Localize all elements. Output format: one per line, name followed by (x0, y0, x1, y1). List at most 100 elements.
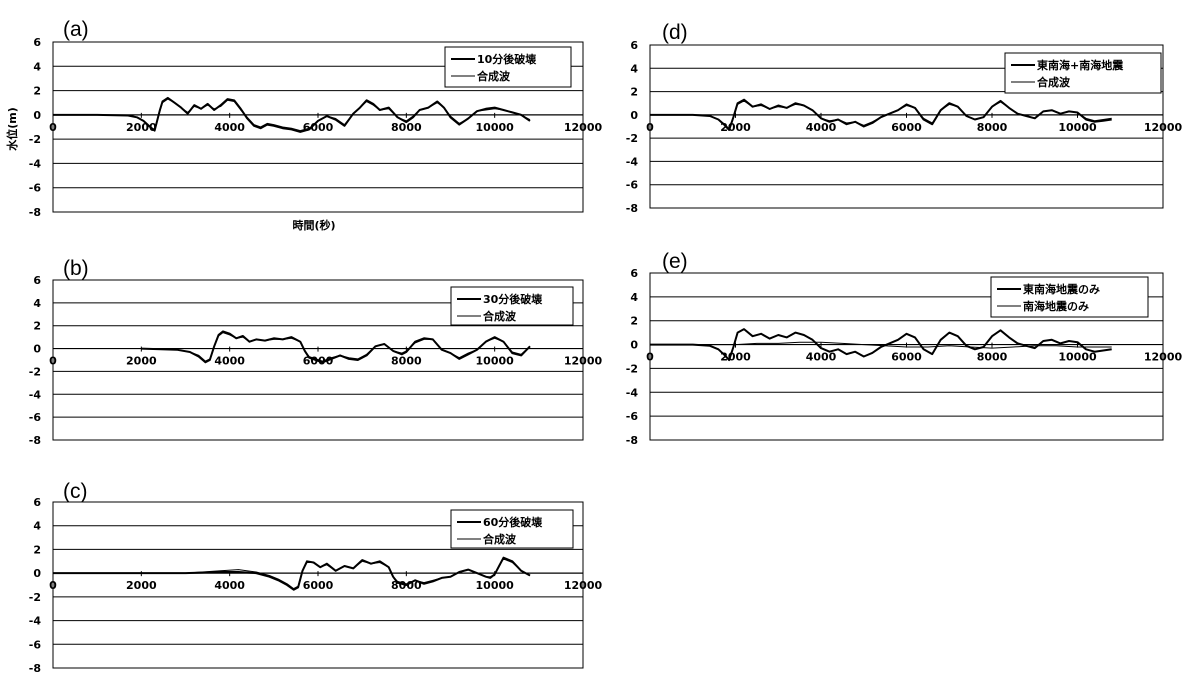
series-line-2 (53, 98, 531, 132)
y-tick-label: -4 (29, 615, 42, 628)
y-tick-label: -6 (29, 411, 42, 424)
legend-label: 10分後破壊 (477, 52, 537, 66)
y-tick-label: 4 (33, 520, 41, 533)
plot-frame (52, 501, 584, 669)
legend-label: 合成波 (483, 309, 517, 323)
y-tick-label: 0 (630, 109, 638, 122)
legend-box (990, 276, 1149, 318)
y-tick-label: 6 (630, 39, 638, 52)
x-tick-label: 0 (49, 121, 57, 134)
y-tick-label: 2 (630, 86, 638, 99)
legend-box (1004, 52, 1162, 94)
y-tick-label: -4 (29, 157, 42, 170)
panel-label: (d) (662, 21, 688, 44)
x-tick-label: 4000 (806, 121, 837, 134)
y-tick-label: -2 (29, 133, 41, 146)
y-tick-label: -8 (626, 434, 638, 447)
y-tick-label: -8 (626, 202, 638, 215)
legend-label: 東南海地震のみ (1023, 282, 1100, 296)
chart-panel-d: (d) 6 4 2 0 -2 -4 -6 -8 0 2000 4000 6000 8000 10000 120… (626, 21, 1183, 215)
y-tick-label: -2 (626, 362, 638, 375)
x-tick-label: 0 (49, 355, 57, 368)
y-tick-label: 4 (630, 62, 638, 75)
chart-panel-e: (e) 6 4 2 0 -2 -4 -6 -8 0 2000 4000 6000 8000 10000 120… (626, 250, 1183, 447)
x-tick-label: 0 (646, 121, 654, 134)
y-tick-label: 6 (630, 267, 638, 280)
x-tick-label: 4000 (806, 351, 837, 364)
plot-frame (649, 44, 1164, 209)
x-tick-label: 10000 (476, 355, 515, 368)
x-tick-label: 10000 (476, 121, 515, 134)
panel-label: (b) (63, 257, 89, 280)
x-tick-label: 0 (646, 351, 654, 364)
legend-label: 30分後破壊 (483, 292, 543, 306)
x-tick-label: 12000 (1144, 121, 1183, 134)
y-tick-label: 4 (33, 60, 41, 73)
legend-label: 合成波 (1037, 75, 1071, 89)
x-tick-label: 12000 (1144, 351, 1183, 364)
legend-box (450, 286, 574, 326)
x-tick-label: 2000 (126, 121, 157, 134)
x-tick-label: 6000 (891, 351, 922, 364)
series-line-2 (141, 332, 531, 362)
x-tick-label: 8000 (977, 121, 1008, 134)
y-tick-label: -4 (626, 386, 639, 399)
legend-label: 南海地震のみ (1023, 299, 1089, 313)
y-tick-label: -2 (29, 365, 41, 378)
x-tick-label: 6000 (303, 579, 334, 592)
legend-box (444, 46, 572, 88)
y-tick-label: 2 (33, 320, 41, 333)
legend-label: 東南海+南海地震 (1037, 58, 1124, 72)
y-tick-label: -6 (29, 638, 42, 651)
panel-label: (e) (662, 250, 688, 273)
y-tick-label: 6 (33, 36, 41, 49)
y-tick-label: -8 (29, 662, 41, 673)
x-tick-label: 8000 (977, 351, 1008, 364)
y-tick-label: -2 (29, 591, 41, 604)
y-tick-label: 6 (33, 274, 41, 287)
y-tick-label: -6 (29, 182, 42, 195)
y-tick-label: 0 (33, 567, 41, 580)
legend-label: 60分後破壊 (483, 515, 543, 529)
plot-frame (52, 279, 584, 441)
y-tick-label: 4 (630, 291, 638, 304)
series-line-1 (650, 328, 1112, 362)
y-axis-label: 水位(m) (5, 107, 19, 151)
panel-label: (a) (63, 18, 89, 41)
y-tick-label: 2 (33, 543, 41, 556)
y-tick-label: 2 (33, 85, 41, 98)
legend-label: 合成波 (477, 69, 511, 83)
x-tick-label: 8000 (391, 355, 422, 368)
series-line-1 (141, 330, 531, 364)
y-tick-label: -8 (29, 206, 41, 219)
x-tick-label: 2000 (720, 121, 751, 134)
y-tick-label: 6 (33, 496, 41, 509)
x-tick-label: 10000 (476, 579, 515, 592)
y-tick-label: 0 (630, 339, 638, 352)
series-line-2 (650, 100, 1112, 130)
x-tick-label: 2000 (720, 351, 751, 364)
plot-frame (52, 41, 584, 213)
plot-frame (649, 272, 1164, 441)
y-tick-label: -8 (29, 434, 41, 447)
x-tick-label: 2000 (126, 579, 157, 592)
y-tick-label: -2 (626, 132, 638, 145)
y-tick-label: 0 (33, 343, 41, 356)
x-tick-label: 10000 (1058, 121, 1097, 134)
y-tick-label: -4 (626, 155, 639, 168)
y-tick-label: 4 (33, 297, 41, 310)
legend-label: 合成波 (483, 532, 517, 546)
x-tick-label: 4000 (214, 121, 245, 134)
x-tick-label: 4000 (214, 355, 245, 368)
series-line-2 (650, 341, 1112, 349)
x-tick-label: 6000 (303, 121, 334, 134)
y-tick-label: 0 (33, 109, 41, 122)
